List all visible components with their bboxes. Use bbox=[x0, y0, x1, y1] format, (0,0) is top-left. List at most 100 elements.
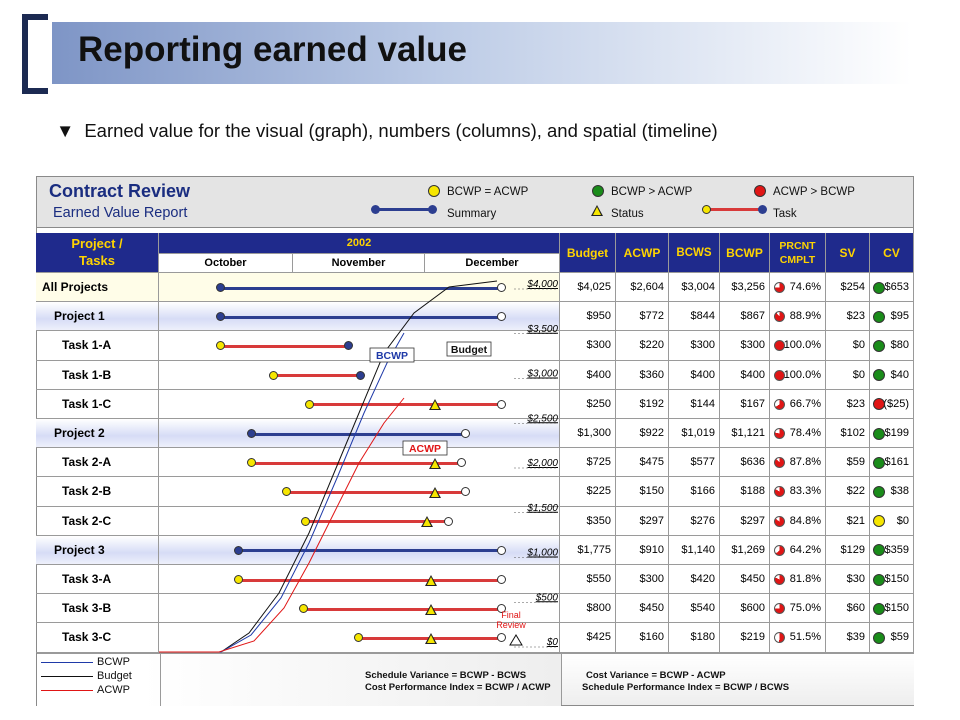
cell-cv-value: $40 bbox=[890, 368, 909, 381]
cv-status-circle-icon bbox=[873, 339, 885, 352]
cv-status-circle-icon bbox=[873, 456, 885, 469]
cv-status-circle-icon bbox=[873, 544, 885, 557]
footer-legend-budget: Budget bbox=[97, 670, 132, 682]
cell-budget: $425 bbox=[560, 623, 616, 653]
cell-cv: $40 bbox=[870, 360, 914, 390]
cell-sv-value: $60 bbox=[846, 602, 865, 615]
cell-acwp: $910 bbox=[616, 535, 669, 565]
percent-pie-icon bbox=[774, 311, 785, 323]
cell-bcws-value: $1,140 bbox=[681, 543, 715, 556]
title-band bbox=[52, 22, 912, 84]
cell-budget-value: $225 bbox=[586, 485, 611, 498]
timeline-start-icon bbox=[216, 312, 225, 322]
cell-acwp: $360 bbox=[616, 360, 669, 390]
cell-sv-value: $0 bbox=[852, 368, 865, 381]
cell-sv-value: $23 bbox=[846, 310, 865, 323]
legend-yellow-circle-icon bbox=[428, 185, 440, 197]
legend-task-start-icon bbox=[702, 205, 711, 214]
axis-tick-label: $500 bbox=[535, 592, 559, 603]
cell-cv-value: $0 bbox=[896, 514, 909, 527]
timeline-start-icon bbox=[305, 399, 314, 409]
formula-sv: Schedule Variance = BCWP - BCWS bbox=[365, 670, 527, 681]
cv-status-circle-icon bbox=[873, 602, 885, 615]
cell-acwp-value: $475 bbox=[639, 456, 664, 469]
cv-status-circle-icon bbox=[873, 573, 885, 586]
cell-bcwp: $1,121 bbox=[720, 419, 770, 449]
cell-bcwp: $400 bbox=[720, 360, 770, 390]
cell-bcws-value: $300 bbox=[690, 339, 715, 352]
row-name: Task 1-C bbox=[36, 389, 159, 419]
percent-pie-icon bbox=[774, 398, 785, 410]
row-name: Task 2-A bbox=[36, 448, 159, 478]
title-bracket bbox=[22, 14, 48, 94]
cell-bcwp: $867 bbox=[720, 302, 770, 332]
cell-budget: $950 bbox=[560, 302, 616, 332]
cell-budget: $4,025 bbox=[560, 273, 616, 303]
cell-sv-value: $59 bbox=[846, 456, 865, 469]
row-timeline bbox=[159, 594, 560, 624]
cell-bcws-value: $1,019 bbox=[681, 427, 715, 439]
cell-pct: 74.6% bbox=[770, 273, 826, 303]
row-name: Task 1-B bbox=[36, 360, 159, 390]
timeline-end-icon bbox=[497, 312, 506, 322]
cell-bcws: $300 bbox=[669, 331, 720, 361]
row-timeline bbox=[159, 273, 560, 303]
bullet-point: ▼ Earned value for the visual (graph), nu… bbox=[56, 120, 718, 142]
cell-sv: $30 bbox=[826, 565, 870, 595]
legend-summary-bar-icon bbox=[375, 208, 433, 211]
cell-budget: $1,300 bbox=[560, 419, 616, 449]
cell-budget-value: $250 bbox=[586, 397, 611, 410]
cell-acwp-value: $360 bbox=[639, 368, 664, 381]
row-name: Task 1-A bbox=[36, 331, 159, 361]
row-name: All Projects bbox=[36, 273, 159, 303]
cell-cv-value: $199 bbox=[884, 427, 909, 439]
cell-acwp: $922 bbox=[616, 419, 669, 449]
cell-pct: 75.0% bbox=[770, 594, 826, 624]
timeline-bar bbox=[287, 490, 466, 494]
row-name: Task 3-C bbox=[36, 623, 159, 653]
status-triangle-icon bbox=[429, 399, 441, 411]
cell-sv-value: $129 bbox=[840, 543, 865, 556]
cell-bcws-value: $844 bbox=[690, 310, 715, 323]
chart-label-budget: Budget bbox=[451, 344, 488, 356]
percent-pie-icon bbox=[774, 486, 785, 498]
cell-cv: $150 bbox=[870, 565, 914, 595]
header-budget: Budget bbox=[560, 233, 616, 273]
cell-acwp: $475 bbox=[616, 448, 669, 478]
footer-acwp-line-icon bbox=[41, 690, 93, 691]
timeline-start-icon bbox=[299, 604, 308, 614]
cell-pct: 84.8% bbox=[770, 506, 826, 536]
cell-acwp: $772 bbox=[616, 302, 669, 332]
cell-sv: $60 bbox=[826, 594, 870, 624]
timeline-start-icon bbox=[247, 429, 256, 439]
footer-bcwp-line-icon bbox=[41, 662, 93, 663]
cell-bcws: $166 bbox=[669, 477, 720, 507]
timeline-start-icon bbox=[234, 575, 243, 585]
axis-tick-label: $1,000 bbox=[526, 548, 558, 559]
cell-bcwp-value: $636 bbox=[740, 456, 765, 469]
cell-bcws-value: $577 bbox=[690, 456, 715, 469]
timeline-end-icon bbox=[497, 604, 506, 614]
legend-green-circle-icon bbox=[592, 185, 604, 197]
legend-status: Status bbox=[611, 208, 644, 220]
cell-pct-value: 87.8% bbox=[789, 456, 821, 469]
axis-tick-label: $0 bbox=[546, 637, 559, 648]
timeline-bar bbox=[239, 578, 502, 582]
cell-bcwp-value: $3,256 bbox=[731, 281, 765, 293]
timeline-start-icon bbox=[216, 283, 225, 293]
final-review-label: Review bbox=[496, 620, 526, 630]
cell-sv: $102 bbox=[826, 419, 870, 449]
cell-sv-value: $30 bbox=[846, 573, 865, 585]
percent-pie-icon bbox=[774, 457, 785, 469]
row-timeline bbox=[159, 389, 560, 419]
cell-acwp: $160 bbox=[616, 623, 669, 653]
cell-cv: $38 bbox=[870, 477, 914, 507]
cell-cv-value: $150 bbox=[884, 573, 909, 585]
cell-bcwp-value: $219 bbox=[740, 631, 765, 644]
cell-budget-value: $400 bbox=[586, 368, 611, 381]
report-footer-left: BCWP Budget ACWP Schedule Variance = BCW… bbox=[37, 653, 561, 706]
cell-pct: 100.0% bbox=[770, 331, 826, 361]
chart-label-bcwp: BCWP bbox=[376, 350, 408, 362]
cell-bcws: $577 bbox=[669, 448, 720, 478]
row-timeline bbox=[159, 535, 560, 565]
